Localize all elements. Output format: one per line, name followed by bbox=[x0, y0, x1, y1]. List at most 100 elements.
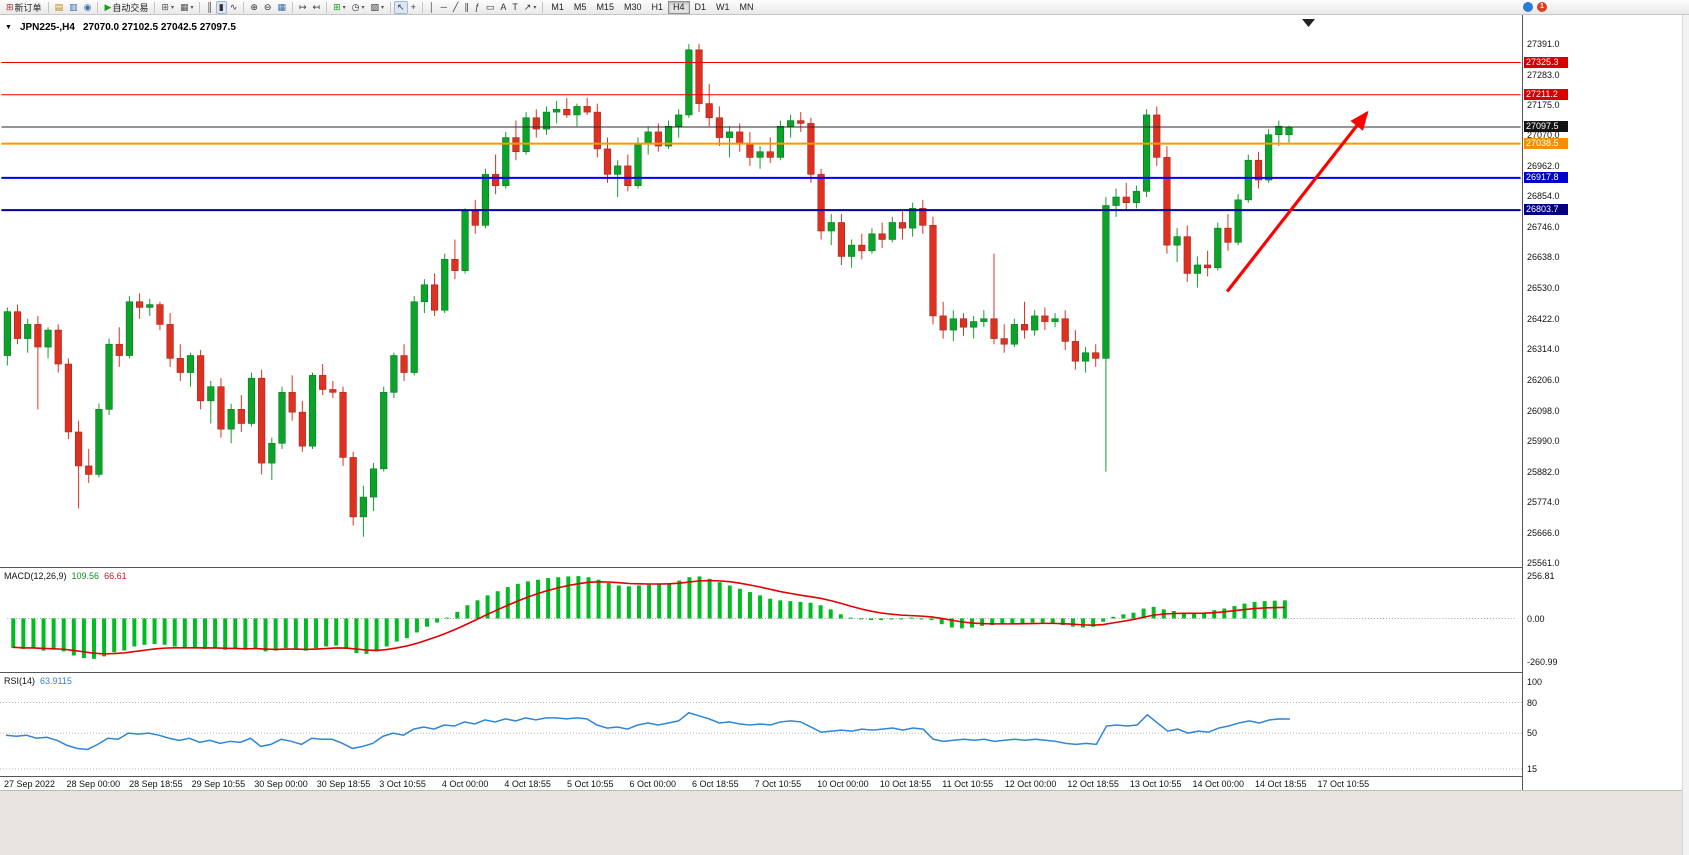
timeframe-button-h1[interactable]: H1 bbox=[646, 1, 668, 14]
price-axis[interactable]: 27391.0 27283.0 27175.0 27070.0 26962.0 26854… bbox=[1522, 15, 1682, 790]
dropdown-caret-icon: ▾ bbox=[342, 4, 346, 11]
price-level-badge: 27097.5 bbox=[1524, 121, 1568, 133]
shapes-button[interactable]: ▭ bbox=[483, 1, 498, 14]
timeframe-button-m15[interactable]: M15 bbox=[591, 1, 619, 14]
symbol-timeframe-label: JPN225-,H4 bbox=[19, 22, 75, 33]
time-label: 14 Oct 00:00 bbox=[1192, 779, 1244, 789]
text-label-icon: T bbox=[512, 1, 518, 12]
macd-chart[interactable] bbox=[0, 569, 1522, 672]
price-tick-label: 26206.0 bbox=[1527, 374, 1560, 385]
notification-badge[interactable]: 1 bbox=[1537, 2, 1547, 12]
rsi-chart[interactable] bbox=[0, 674, 1522, 776]
rsi-scale-label: 80 bbox=[1527, 697, 1538, 708]
equidistant-channel-button[interactable]: ∥ bbox=[461, 1, 472, 14]
cursor-icon: ↖ bbox=[397, 1, 405, 12]
market-watch-button[interactable]: ▤ bbox=[52, 1, 67, 14]
price-tick-label: 25561.0 bbox=[1527, 557, 1560, 568]
candlestick-chart-icon: ▮ bbox=[218, 1, 224, 12]
text-label-button[interactable]: T bbox=[509, 1, 521, 14]
fibonacci-button[interactable]: ƒ bbox=[472, 1, 483, 14]
zoom-out-button[interactable]: ⊖ bbox=[261, 1, 275, 14]
time-label: 3 Oct 10:55 bbox=[379, 779, 426, 789]
clock-icon: ◷ bbox=[351, 1, 360, 12]
market-watch-icon: ▤ bbox=[54, 1, 64, 12]
horizontal-line-button[interactable]: ─ bbox=[437, 1, 449, 14]
periods-button[interactable]: ◷ ▾ bbox=[349, 1, 368, 14]
timeframe-button-m5[interactable]: M5 bbox=[569, 1, 592, 14]
price-level-badge: 27325.3 bbox=[1524, 56, 1568, 68]
templates-button[interactable]: ▨ ▾ bbox=[368, 1, 388, 14]
timeframe-button-mn[interactable]: MN bbox=[735, 1, 759, 14]
dropdown-caret-icon: ▾ bbox=[533, 4, 537, 11]
time-label: 27 Sep 2022 bbox=[4, 779, 56, 789]
time-label: 17 Oct 10:55 bbox=[1317, 779, 1370, 789]
timeframe-button-w1[interactable]: W1 bbox=[711, 1, 735, 14]
time-label: 7 Oct 10:55 bbox=[754, 779, 802, 789]
rsi-name-label: RSI(14) bbox=[4, 676, 36, 686]
price-tick-label: 26962.0 bbox=[1527, 160, 1560, 171]
new-order-icon: ⊞ bbox=[6, 1, 14, 12]
timeframe-toolbar: M1 M5 M15 M30 H1 H4 D1 W1 MN bbox=[546, 0, 758, 15]
navigator-button[interactable]: ◉ bbox=[81, 1, 95, 14]
main-toolbar: ⊞ 新订单 ▤ ▥ ◉ ▶ 自动交易 ⊞ ▾ ▦ ▾ ║ ▮ ∿ ⊕ ⊖ ▦ ↦ ↤ ⊞ ▾ ◷ ▾ ▨ ▾ ↖ + │ ─ ╱ ∥ ƒ ▭ A T… bbox=[0, 0, 1689, 15]
dropdown-caret-icon: ▾ bbox=[361, 4, 365, 11]
autotrading-icon: ▶ bbox=[104, 1, 112, 12]
new-chart-button[interactable]: ⊞ ▾ bbox=[158, 1, 177, 14]
price-tick-label: 27391.0 bbox=[1527, 38, 1560, 49]
channel-icon: ∥ bbox=[464, 1, 469, 12]
timeframe-button-d1[interactable]: D1 bbox=[690, 1, 712, 14]
zoom-in-button[interactable]: ⊕ bbox=[247, 1, 261, 14]
arrows-button[interactable]: ↗ ▾ bbox=[521, 1, 540, 14]
timeframe-button-h4[interactable]: H4 bbox=[667, 0, 690, 14]
vertical-line-button[interactable]: │ bbox=[426, 1, 438, 14]
price-tick-label: 27070.0 bbox=[1527, 129, 1560, 140]
time-label: 10 Oct 00:00 bbox=[817, 779, 869, 789]
time-axis[interactable]: 27 Sep 2022 28 Sep 00:00 28 Sep 18:55 29 Se… bbox=[0, 776, 1522, 790]
bar-chart-icon: ║ bbox=[206, 1, 213, 12]
chart-shift-button[interactable]: ↤ bbox=[310, 1, 324, 14]
crosshair-button[interactable]: + bbox=[408, 1, 419, 14]
time-label: 10 Oct 18:55 bbox=[879, 779, 932, 789]
data-window-button[interactable]: ▥ bbox=[66, 1, 81, 14]
rsi-scale-label: 50 bbox=[1527, 728, 1538, 739]
trendline-button[interactable]: ╱ bbox=[450, 1, 461, 14]
chart-title: ▼ JPN225-,H4 27070.0 27102.5 27042.5 270… bbox=[5, 22, 236, 33]
toolbar-right: 1 bbox=[1523, 2, 1547, 12]
indicators-button[interactable]: ⊞ ▾ bbox=[330, 1, 349, 14]
price-tick-label: 25882.0 bbox=[1527, 466, 1560, 477]
horizontal-line-icon: ─ bbox=[440, 1, 447, 12]
macd-main-value: 109.56 bbox=[71, 571, 100, 581]
macd-scale-label: 256.81 bbox=[1527, 571, 1555, 582]
macd-scale-label: 0.00 bbox=[1527, 613, 1545, 624]
autotrading-button[interactable]: ▶ 自动交易 bbox=[101, 1, 151, 14]
new-order-button[interactable]: ⊞ 新订单 bbox=[3, 1, 45, 14]
cursor-button[interactable]: ↖ bbox=[394, 0, 408, 14]
candlestick-chart-button[interactable]: ▮ bbox=[215, 0, 227, 14]
price-level-badge: 27038.5 bbox=[1524, 137, 1568, 149]
rsi-panel: RSI(14) 63.9115 bbox=[0, 674, 1522, 776]
line-chart-button[interactable]: ∿ bbox=[227, 1, 241, 14]
profiles-button[interactable]: ▦ ▾ bbox=[177, 1, 197, 14]
community-icon[interactable] bbox=[1523, 2, 1533, 12]
status-area bbox=[0, 790, 1689, 855]
price-tick-label: 26530.0 bbox=[1527, 283, 1560, 294]
text-button[interactable]: A bbox=[497, 1, 509, 14]
time-label: 13 Oct 10:55 bbox=[1129, 779, 1182, 789]
timeframe-button-m30[interactable]: M30 bbox=[619, 1, 647, 14]
time-label: 6 Oct 00:00 bbox=[629, 779, 677, 789]
timeframe-button-m1[interactable]: M1 bbox=[546, 1, 569, 14]
bar-chart-button[interactable]: ║ bbox=[203, 1, 215, 14]
tile-windows-button[interactable]: ▦ bbox=[274, 1, 289, 14]
price-tick-label: 27175.0 bbox=[1527, 100, 1560, 111]
rsi-scale-label: 15 bbox=[1527, 763, 1538, 774]
shapes-icon: ▭ bbox=[485, 1, 495, 12]
oneclick-collapse-icon[interactable]: ▼ bbox=[5, 23, 12, 31]
price-tick-label: 26638.0 bbox=[1527, 252, 1560, 263]
vertical-scrollbar[interactable] bbox=[1682, 15, 1689, 855]
toolbar-separator bbox=[390, 1, 392, 13]
time-label: 14 Oct 18:55 bbox=[1255, 779, 1307, 789]
price-chart[interactable] bbox=[0, 15, 1522, 567]
time-label: 30 Sep 00:00 bbox=[254, 779, 308, 789]
auto-scroll-button[interactable]: ↦ bbox=[296, 1, 310, 14]
